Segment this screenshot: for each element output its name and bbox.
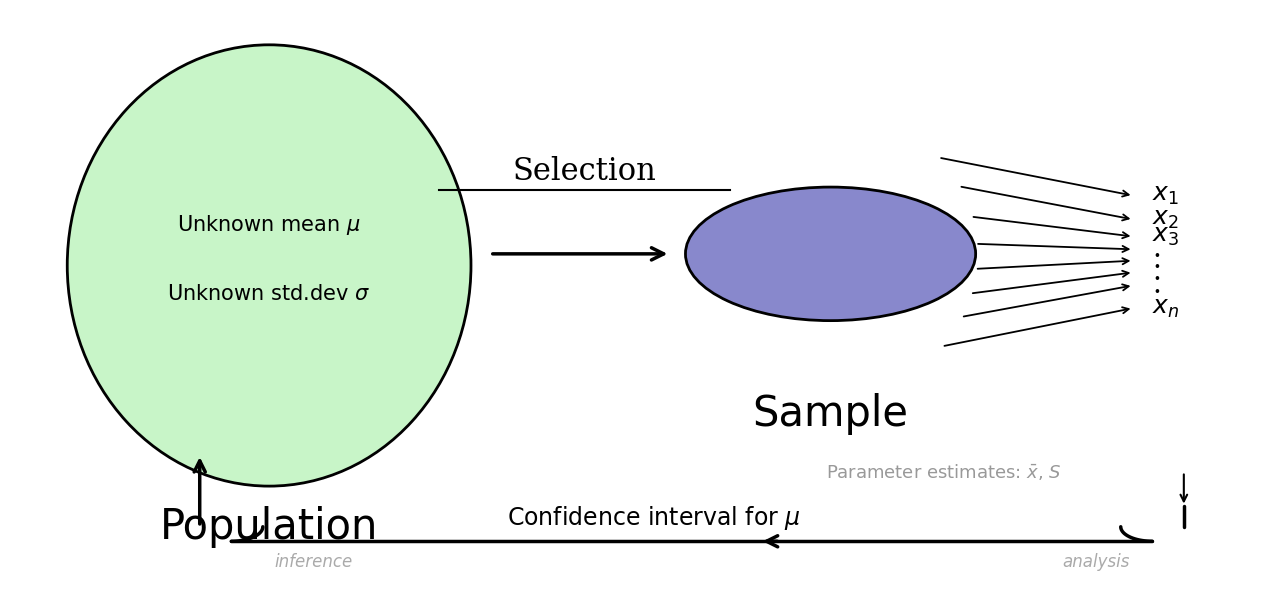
Text: .: .: [1152, 247, 1161, 274]
Text: Selection: Selection: [513, 156, 657, 187]
Text: $x_3$: $x_3$: [1152, 225, 1180, 248]
Text: .: .: [1152, 272, 1161, 299]
Ellipse shape: [67, 45, 471, 486]
Text: .: .: [1152, 236, 1161, 263]
Text: Confidence interval for $\mu$: Confidence interval for $\mu$: [507, 504, 801, 532]
Text: $x_n$: $x_n$: [1152, 297, 1180, 320]
Text: $x_1$: $x_1$: [1152, 184, 1180, 207]
Text: inference: inference: [274, 552, 352, 571]
Text: Sample: Sample: [753, 392, 908, 435]
Text: Population: Population: [160, 506, 378, 548]
Text: Unknown mean $\mu$: Unknown mean $\mu$: [178, 213, 361, 237]
Text: Unknown std.dev $\sigma$: Unknown std.dev $\sigma$: [168, 284, 371, 305]
Text: .: .: [1152, 259, 1161, 286]
Text: $x_2$: $x_2$: [1152, 208, 1179, 231]
Text: analysis: analysis: [1062, 552, 1129, 571]
Text: Parameter estimates: $\bar{x}$, $S$: Parameter estimates: $\bar{x}$, $S$: [827, 462, 1062, 482]
Circle shape: [686, 187, 975, 320]
